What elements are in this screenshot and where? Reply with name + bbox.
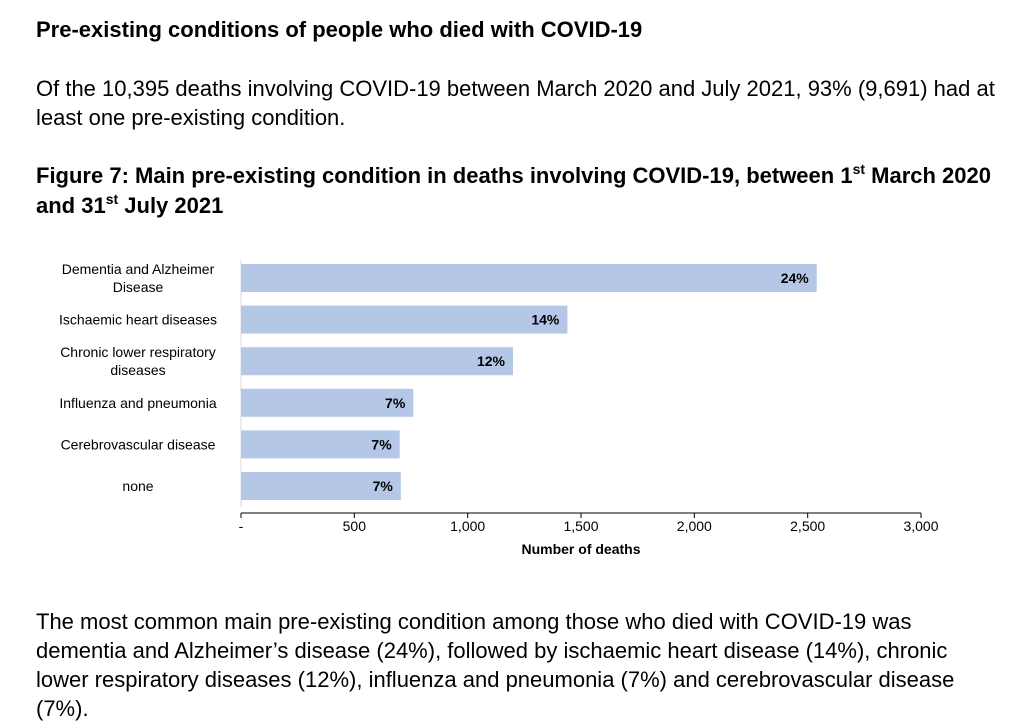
- category-label-line: Dementia and Alzheimer: [62, 261, 215, 277]
- page-heading: Pre-existing conditions of people who di…: [36, 17, 643, 42]
- bar-data-label: 7%: [373, 478, 394, 494]
- category-label-line: diseases: [110, 362, 165, 378]
- figure-title-part3: July 2021: [118, 193, 224, 218]
- figure-title-sup2: st: [105, 191, 119, 207]
- bar-chart: 24% Dementia and Alzheimer Disease 14% Ischa…: [59, 260, 939, 557]
- category-label-line: Disease: [113, 279, 164, 295]
- category-label: Cerebrovascular disease: [61, 436, 216, 452]
- category-label-line: none: [122, 478, 153, 494]
- x-tick-label: 1,000: [450, 518, 485, 534]
- category-label-line: Chronic lower respiratory: [60, 344, 216, 360]
- x-tick-label: 2,000: [677, 518, 712, 534]
- category-label: Chronic lower respiratory diseases: [60, 344, 216, 378]
- bar-data-label: 24%: [781, 270, 810, 286]
- category-label-line: Influenza and pneumonia: [59, 395, 216, 411]
- bar-data-label: 7%: [385, 395, 406, 411]
- figure-title-part2: March 2020 and 31: [36, 163, 991, 218]
- summary-paragraph: The most common main pre-existing condit…: [36, 609, 955, 721]
- bar: [241, 305, 568, 334]
- figure-title-part1: Figure 7: Main pre-existing condition in…: [36, 163, 853, 188]
- bar: [241, 347, 513, 376]
- x-tick-label: 3,000: [903, 518, 938, 534]
- x-tick-label: 500: [343, 518, 367, 534]
- x-tick-label: 1,500: [563, 518, 598, 534]
- bar-data-label: 14%: [531, 312, 560, 328]
- category-label: Ischaemic heart diseases: [59, 312, 217, 328]
- bar: [241, 264, 817, 292]
- bar: [241, 388, 414, 417]
- intro-paragraph: Of the 10,395 deaths involving COVID-19 …: [36, 76, 995, 130]
- x-axis-title: Number of deaths: [521, 541, 640, 557]
- category-label-line: Ischaemic heart diseases: [59, 312, 217, 328]
- bar-data-label: 12%: [477, 353, 506, 369]
- x-tick-label: -: [239, 518, 244, 534]
- category-label: Influenza and pneumonia: [59, 395, 216, 411]
- bar-data-label: 7%: [371, 436, 392, 452]
- x-tick-label: 2,500: [790, 518, 825, 534]
- category-label-line: Cerebrovascular disease: [61, 436, 216, 452]
- category-label: none: [122, 478, 153, 494]
- figure-title: Figure 7: Main pre-existing condition in…: [36, 161, 1016, 221]
- category-label: Dementia and Alzheimer Disease: [62, 261, 215, 295]
- bar: [241, 472, 401, 500]
- bar: [241, 430, 400, 459]
- figure-title-sup1: st: [852, 161, 866, 177]
